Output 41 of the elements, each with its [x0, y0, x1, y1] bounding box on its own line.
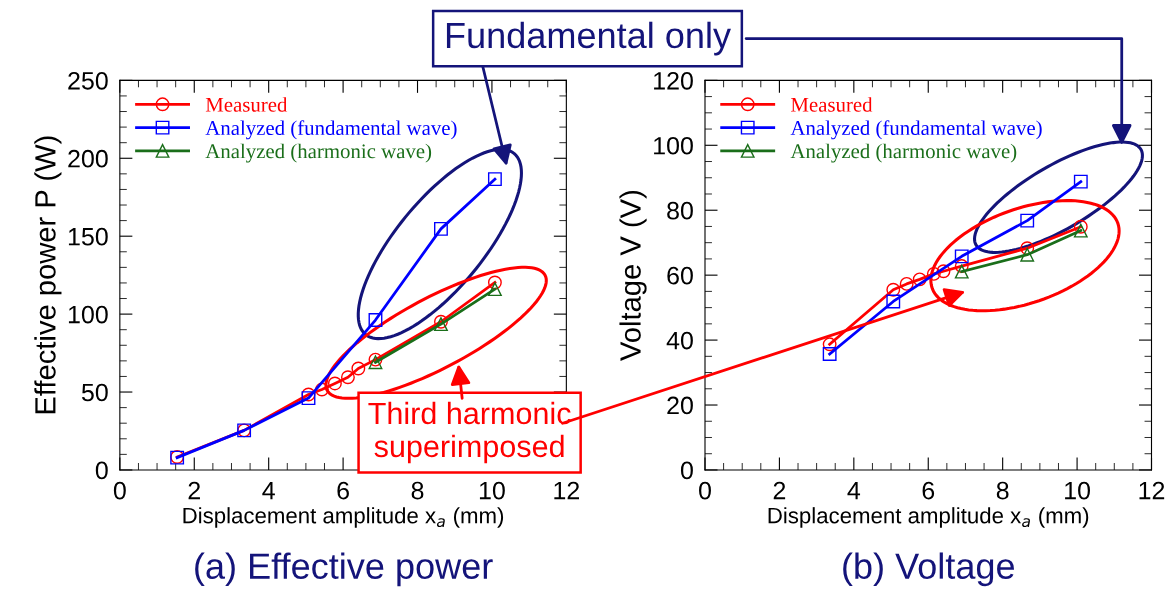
- legend-label: Analyzed (fundamental wave): [790, 120, 1042, 140]
- y-tick-label: 200: [68, 149, 108, 168]
- y-tick-label: 40: [666, 331, 693, 350]
- x-axis-title: Displacement amplitude x$_{a}$ (mm): [183, 507, 504, 528]
- y-tick-label: 20: [667, 396, 693, 415]
- x-tick-label: 12: [554, 481, 579, 500]
- y-axis-title: Effective power P (W): [34, 136, 62, 414]
- annotation: Third harmonic superimposed: [368, 401, 571, 464]
- x-tick-label: 4: [262, 481, 275, 500]
- y-tick-label: 100: [68, 305, 108, 324]
- x-tick-label: 10: [1065, 481, 1091, 500]
- text: (a) Effective power: [195, 552, 493, 587]
- x-tick-label: 8: [411, 481, 424, 500]
- y-tick-label: 50: [81, 383, 108, 402]
- x-tick-label: 6: [922, 481, 935, 500]
- legend-label: Analyzed (fundamental wave): [205, 120, 457, 140]
- legend-label: Analyzed (harmonic wave): [790, 143, 1017, 163]
- legend-label: Measured: [205, 97, 288, 112]
- y-tick-label: 0: [680, 461, 693, 480]
- text: Fundamental only: [446, 21, 731, 56]
- x-tick-label: 2: [188, 481, 200, 500]
- x-tick-label: 2: [773, 481, 786, 500]
- x-tick-label: 12: [1139, 481, 1165, 500]
- y-tick-label: 150: [68, 227, 108, 246]
- x-tick-label: 4: [847, 481, 861, 500]
- x-tick-label: 8: [996, 481, 1009, 500]
- x-tick-label: 0: [113, 481, 126, 500]
- y-tick-label: 60: [667, 266, 693, 285]
- x-tick-label: 0: [699, 481, 711, 500]
- y-tick-label: 80: [667, 201, 693, 220]
- x-tick-label: 6: [337, 481, 349, 500]
- x-tick-label: 10: [479, 481, 505, 500]
- y-tick-label: 0: [95, 461, 108, 480]
- y-tick-label: 120: [654, 71, 693, 90]
- legend-label: Analyzed (harmonic wave): [205, 143, 432, 163]
- text: (b) Voltage: [843, 552, 1014, 587]
- y-tick-label: 100: [654, 136, 693, 155]
- x-axis-title: Displacement amplitude x$_{a}$ (mm): [768, 507, 1089, 528]
- y-tick-label: 250: [68, 71, 108, 90]
- y-axis-title: Voltage V (V): [619, 191, 647, 361]
- legend-label: Measured: [791, 97, 873, 112]
